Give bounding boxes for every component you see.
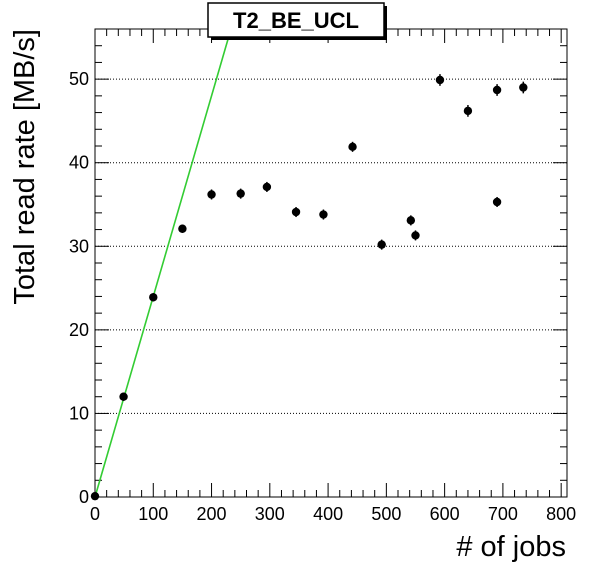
x-tick-label: 300: [255, 504, 285, 524]
point-marker: [90, 491, 100, 501]
point-marker: [377, 240, 386, 249]
data-point: [90, 491, 100, 501]
data-point: [435, 74, 445, 86]
data-point: [463, 105, 473, 117]
data-point: [119, 392, 128, 401]
data-point: [377, 239, 386, 250]
data-point: [291, 207, 301, 218]
point-marker: [207, 190, 216, 199]
fit-line-layer: [94, 28, 232, 498]
data-point: [492, 84, 502, 96]
x-tick-label: 100: [138, 504, 168, 524]
point-marker: [236, 189, 245, 198]
x-tick-label: 700: [488, 504, 518, 524]
x-tick-label: 0: [90, 504, 100, 524]
axis-ticks: [94, 28, 567, 498]
point-marker: [435, 75, 445, 85]
x-axis-title: # of jobs: [456, 531, 566, 563]
y-tick-label: 40: [69, 153, 89, 173]
plot-frame: [94, 28, 568, 498]
point-marker: [348, 142, 357, 152]
point-marker: [262, 182, 272, 192]
fit-line: [94, 28, 232, 498]
title-box: T2_BE_UCL: [207, 2, 387, 40]
x-tick-label: 600: [430, 504, 460, 524]
data-points: [90, 74, 528, 501]
point-marker: [463, 106, 473, 116]
point-marker: [492, 197, 502, 207]
data-point: [262, 181, 272, 192]
x-tick-label: 400: [313, 504, 343, 524]
point-marker: [406, 216, 416, 225]
point-marker: [411, 231, 420, 240]
x-tick-label: 800: [546, 504, 576, 524]
y-tick-label: 10: [69, 403, 89, 423]
x-tick-label: 500: [371, 504, 401, 524]
y-tick-label: 20: [69, 320, 89, 340]
x-tick-label: 200: [197, 504, 227, 524]
point-marker: [519, 83, 528, 92]
data-point: [519, 81, 528, 94]
y-tick-label: 0: [79, 487, 89, 507]
data-point: [411, 230, 420, 241]
data-point: [348, 141, 357, 152]
point-marker: [291, 207, 301, 217]
y-tick-label: 50: [69, 69, 89, 89]
point-marker: [149, 293, 158, 302]
data-point: [406, 215, 416, 226]
y-axis-title: Total read rate [MB/s]: [9, 29, 41, 305]
data-point: [149, 293, 158, 302]
data-point: [178, 224, 187, 233]
point-marker: [178, 224, 187, 233]
chart-title: T2_BE_UCL: [233, 8, 359, 33]
point-marker: [492, 85, 502, 95]
data-point: [492, 196, 502, 208]
point-marker: [319, 210, 328, 219]
data-point: [207, 189, 216, 200]
y-tick-label: 30: [69, 236, 89, 256]
data-point: [236, 188, 245, 199]
title-box-frame: [207, 2, 385, 38]
grid-lines: [95, 78, 567, 414]
point-marker: [119, 392, 128, 401]
data-point: [319, 209, 328, 220]
